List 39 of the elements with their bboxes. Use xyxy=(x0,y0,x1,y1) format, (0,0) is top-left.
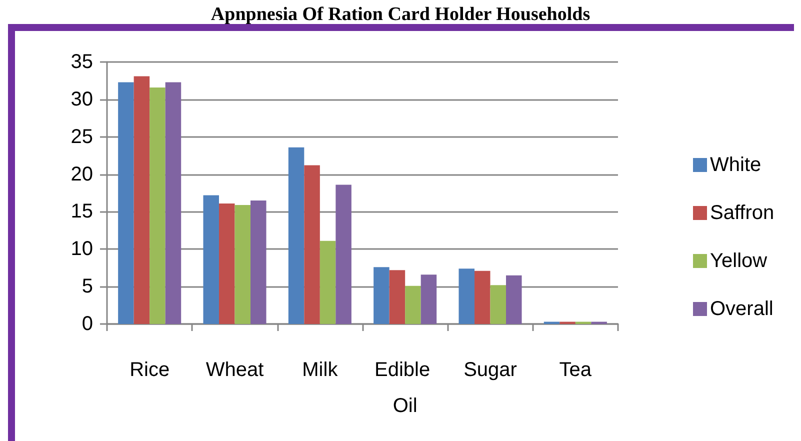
x-tick-label: Milk xyxy=(302,359,339,381)
x-tick-label: Wheat xyxy=(206,359,264,381)
chart-title: Apnpnesia Of Ration Card Holder Households xyxy=(210,4,590,25)
x-tick-label: Tea xyxy=(559,359,592,381)
bar xyxy=(474,270,490,324)
y-tick-label: 35 xyxy=(70,51,93,73)
legend-label: Overall xyxy=(710,298,774,320)
legend-label: Saffron xyxy=(710,202,774,224)
bar xyxy=(134,76,150,324)
bar xyxy=(374,267,390,324)
y-tick-label: 0 xyxy=(82,313,93,335)
bar xyxy=(218,203,235,324)
x-tick-label: Edible Oil xyxy=(374,359,436,417)
x-tick-label: Sugar xyxy=(464,359,518,381)
y-tick-label: 10 xyxy=(70,238,93,260)
bar xyxy=(234,204,251,324)
bar xyxy=(288,147,304,324)
bar xyxy=(304,165,320,324)
y-tick-label: 30 xyxy=(70,88,93,110)
bar xyxy=(336,184,352,324)
bar xyxy=(458,268,474,324)
y-tick-label: 15 xyxy=(70,200,93,223)
x-tick-label: Rice xyxy=(130,359,170,381)
bar xyxy=(405,286,421,324)
legend-label: Yellow xyxy=(710,250,768,272)
bar xyxy=(320,240,336,324)
bar xyxy=(150,87,166,324)
bar xyxy=(490,285,506,324)
y-tick-label: 20 xyxy=(70,163,93,186)
bar xyxy=(165,82,182,324)
y-tick-label: 5 xyxy=(82,276,93,298)
bar xyxy=(389,270,406,324)
bar xyxy=(420,274,437,324)
y-tick-label: 25 xyxy=(70,126,93,148)
bar xyxy=(203,195,219,324)
legend-label: White xyxy=(710,154,762,176)
bar xyxy=(250,200,266,324)
bar xyxy=(506,275,522,324)
bar xyxy=(118,82,134,324)
